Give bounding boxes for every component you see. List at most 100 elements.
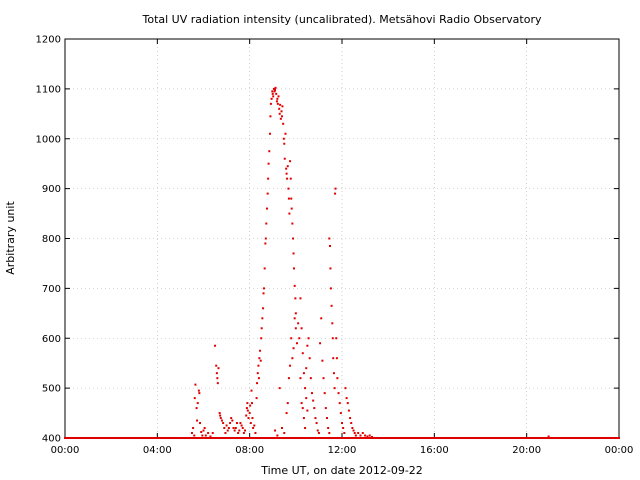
data-point (326, 417, 328, 420)
data-point (328, 237, 331, 240)
baseline-point (282, 437, 285, 439)
baseline-point (320, 437, 323, 439)
baseline-point (382, 437, 385, 439)
data-point (307, 337, 310, 340)
data-point (305, 367, 308, 370)
baseline-point (507, 437, 510, 439)
baseline-point (526, 437, 529, 439)
baseline-point (111, 437, 114, 439)
baseline-point (255, 437, 258, 439)
baseline-point (208, 437, 211, 439)
baseline-point (543, 437, 546, 439)
baseline-point (300, 437, 303, 439)
data-point (273, 90, 276, 93)
baseline-point (136, 437, 139, 439)
data-point (227, 427, 230, 430)
baseline-point (618, 437, 620, 439)
baseline-point (383, 437, 386, 439)
baseline-point (536, 437, 539, 439)
data-point (259, 349, 262, 352)
baseline-point (170, 437, 173, 439)
baseline-point (406, 437, 409, 439)
x-tick-label: 08:00 (235, 445, 264, 456)
baseline-point (257, 437, 260, 439)
data-point (368, 434, 371, 437)
baseline-point (291, 437, 294, 439)
data-point (281, 105, 284, 108)
baseline-point (388, 437, 391, 439)
data-point (202, 429, 205, 432)
baseline-point (299, 437, 302, 439)
data-point (215, 364, 218, 367)
baseline-point (259, 437, 262, 439)
data-point (298, 337, 301, 340)
baseline-point (112, 437, 115, 439)
data-point (260, 337, 263, 340)
baseline-point (368, 437, 371, 439)
x-axis-label: Time UT, on date 2012-09-22 (260, 464, 423, 477)
baseline-point (88, 437, 91, 439)
data-point (249, 404, 252, 407)
baseline-point (69, 437, 72, 439)
chart-title: Total UV radiation intensity (uncalibrat… (142, 13, 542, 26)
baseline-point (545, 437, 548, 439)
baseline-point (159, 437, 162, 439)
baseline-point (413, 437, 416, 439)
baseline-point (512, 437, 515, 439)
baseline-point (295, 437, 298, 439)
baseline-point (249, 437, 252, 439)
data-point (309, 377, 312, 380)
baseline-point (231, 437, 234, 439)
baseline-point (577, 437, 580, 439)
baseline-point (579, 437, 582, 439)
baseline-point (145, 437, 148, 439)
data-point (302, 372, 305, 375)
baseline-point (116, 437, 119, 439)
data-point (200, 431, 203, 434)
baseline-point (372, 437, 375, 439)
data-point (265, 222, 268, 225)
baseline-point (235, 437, 238, 439)
data-point (352, 429, 355, 432)
baseline-point (338, 437, 341, 439)
baseline-point (191, 437, 194, 439)
baseline-point (321, 437, 324, 439)
baseline-point (493, 437, 496, 439)
baseline-point (119, 437, 122, 439)
data-point (203, 427, 206, 430)
baseline-point (201, 437, 204, 439)
baseline-point (449, 437, 452, 439)
data-point (346, 402, 349, 405)
data-point (239, 422, 242, 425)
data-point (215, 372, 218, 375)
baseline-point (404, 437, 407, 439)
baseline-point (555, 437, 558, 439)
baseline-point (206, 437, 209, 439)
baseline-point (397, 437, 400, 439)
baseline-point (347, 437, 350, 439)
baseline-point (548, 437, 551, 439)
baseline-point (509, 437, 512, 439)
data-point (294, 327, 297, 330)
data-point (259, 359, 262, 362)
data-point (290, 197, 293, 200)
data-point (292, 237, 295, 240)
data-point (349, 417, 352, 420)
baseline-point (284, 437, 287, 439)
baseline-point (533, 437, 536, 439)
baseline-point (537, 437, 540, 439)
baseline-point (386, 437, 389, 439)
y-tick-label: 500 (42, 384, 61, 395)
baseline-point (408, 437, 411, 439)
data-points (64, 86, 620, 439)
data-point (312, 399, 315, 402)
data-point (285, 172, 288, 175)
data-point (278, 112, 281, 115)
baseline-point (86, 437, 89, 439)
baseline-point (163, 437, 166, 439)
data-point (224, 432, 227, 435)
data-point (331, 337, 334, 340)
baseline-point (498, 437, 501, 439)
data-point (285, 167, 288, 170)
